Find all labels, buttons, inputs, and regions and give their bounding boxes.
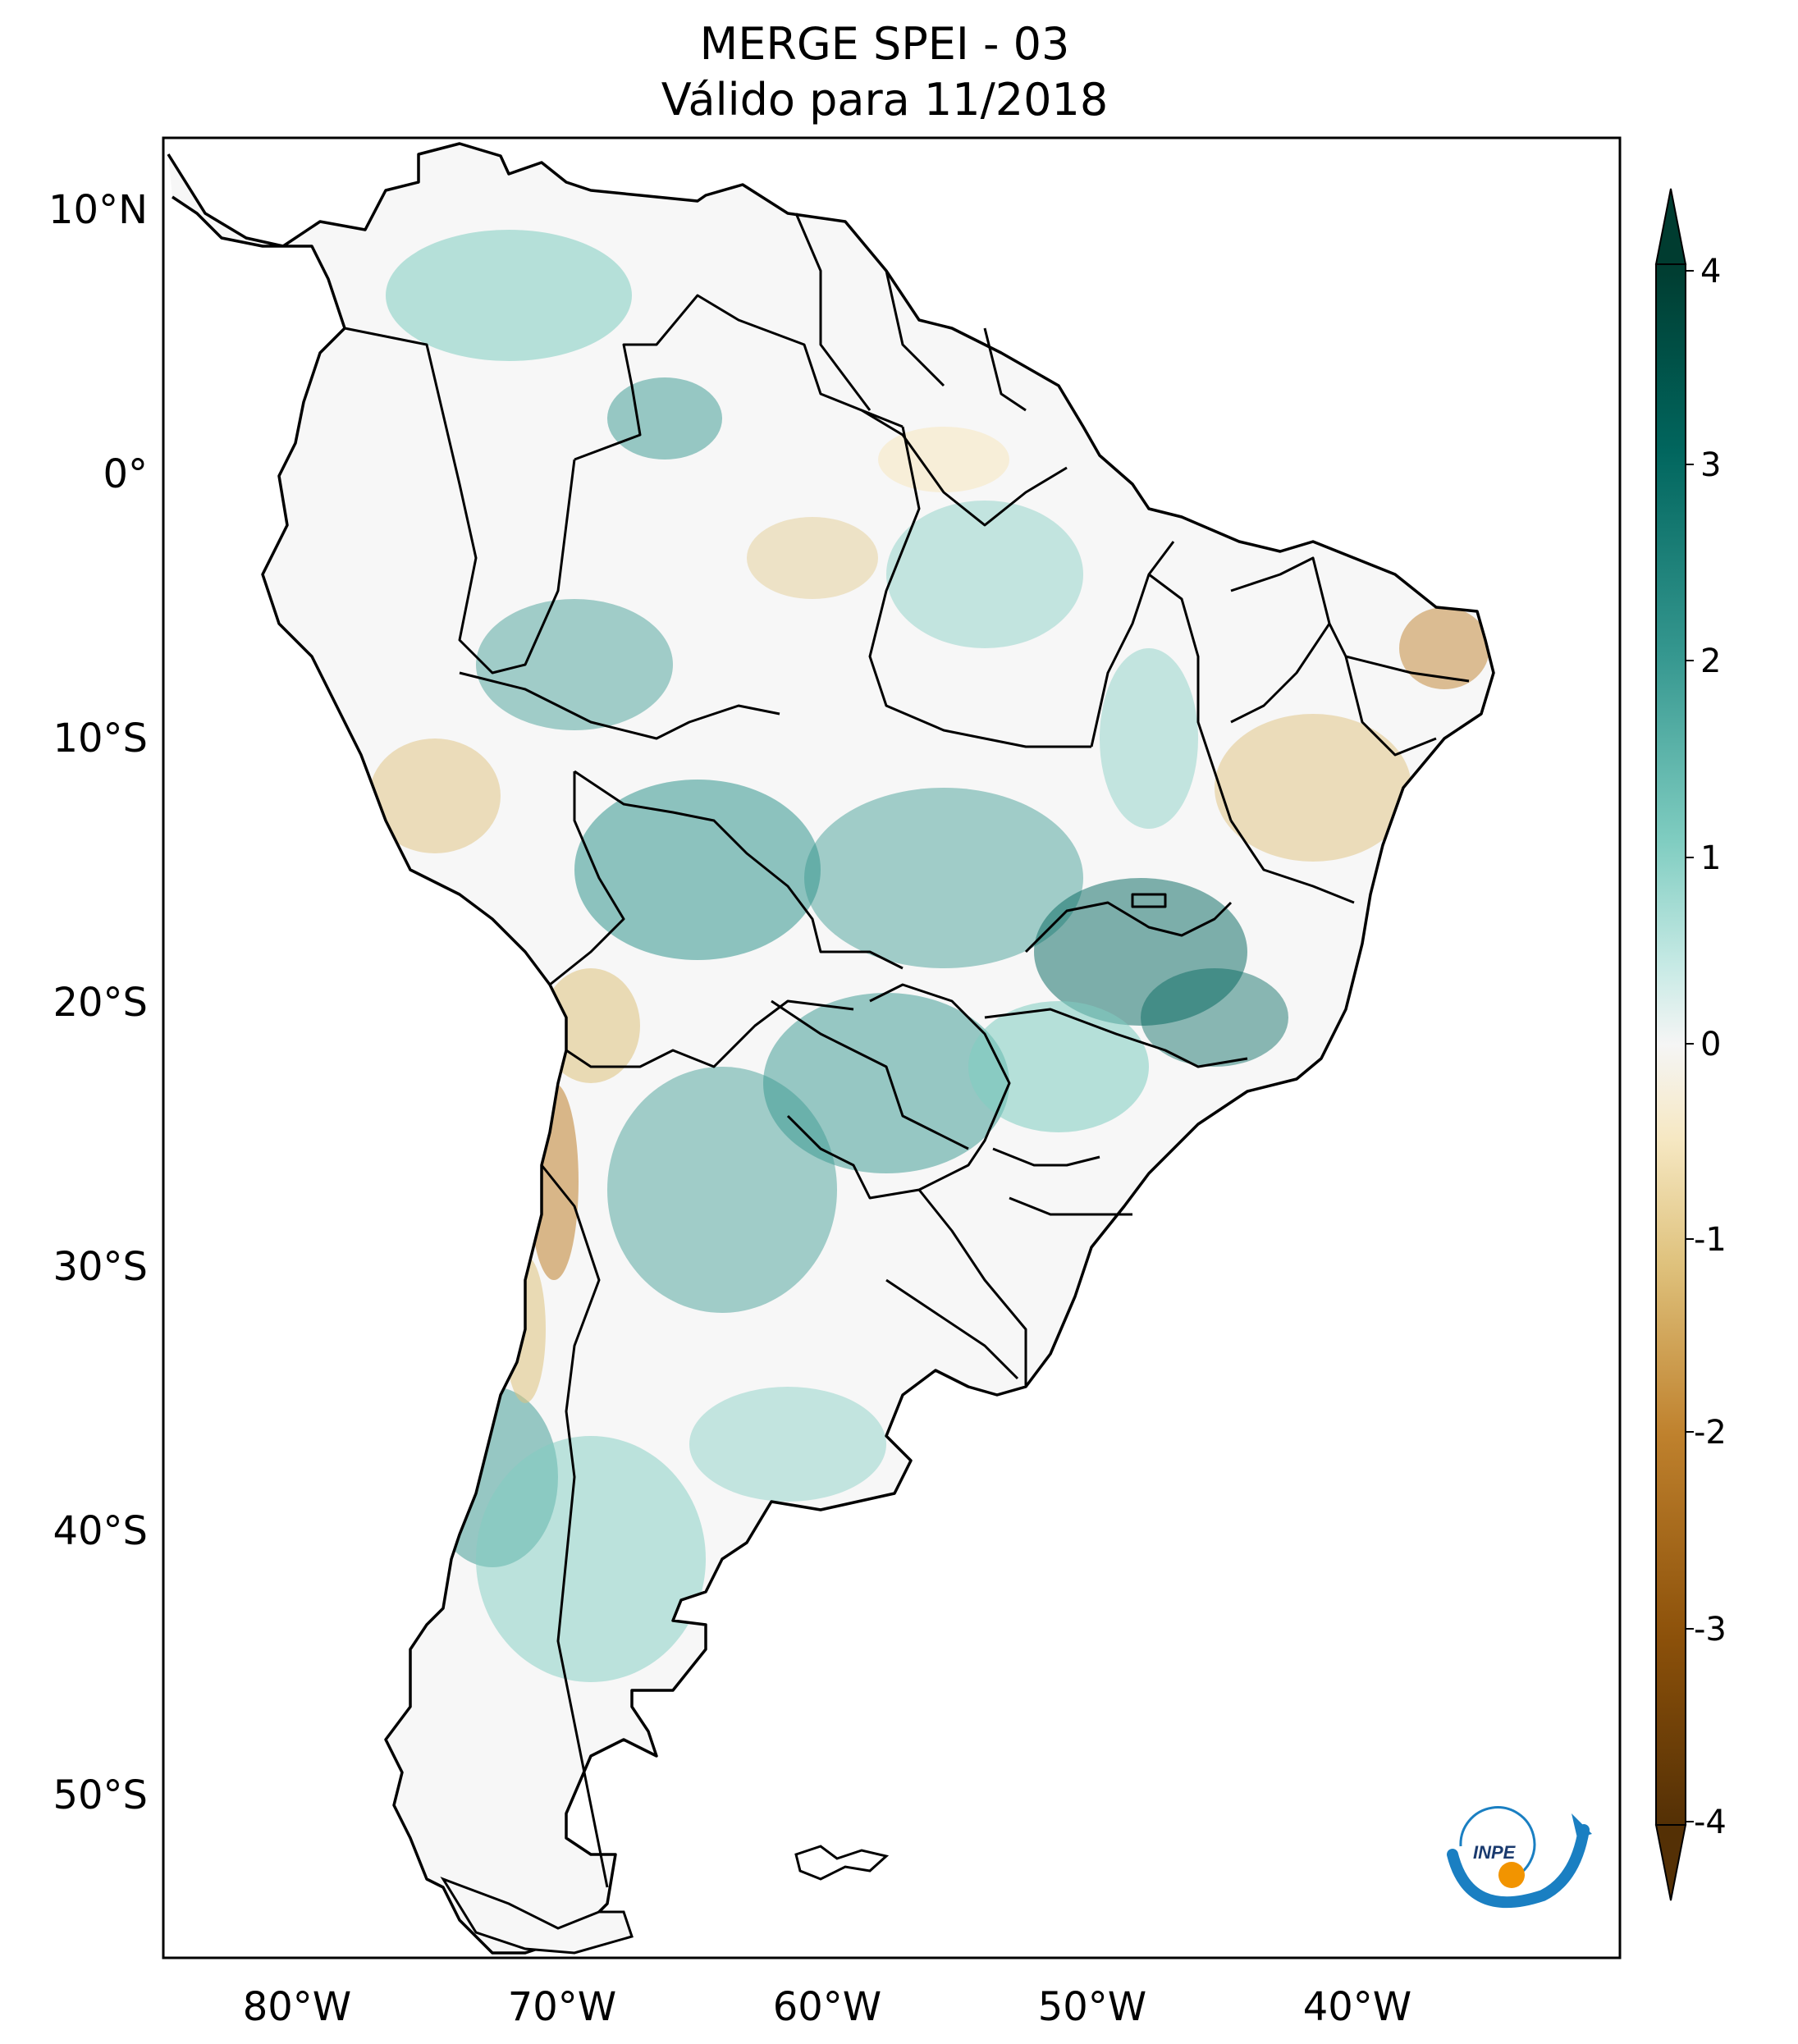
border-santa-catarina (1009, 1196, 1132, 1216)
border-bahia (1229, 820, 1355, 904)
wet-patch-goias (1034, 878, 1247, 1026)
cb-label-1: 1 (1700, 839, 1721, 877)
cb-label-2: 2 (1700, 642, 1721, 680)
cb-label-3: 3 (1700, 446, 1721, 484)
wet-patch-minas (1141, 968, 1288, 1067)
wet-patch-buenosaires (689, 1387, 886, 1502)
border-uruguay (917, 1189, 1027, 1387)
dry-patch-bahia (1215, 714, 1411, 862)
logo-arrow (1572, 1813, 1592, 1838)
border-uruguay-brazil (885, 1278, 1019, 1380)
lon-axis: 80°W 70°W 60°W 50°W 40°W (243, 1984, 1412, 2030)
dry-patch-roraima (878, 427, 1009, 492)
chart-title-line2: Válido para 11/2018 (661, 74, 1108, 126)
border-piaui-bahia (1230, 623, 1331, 724)
cb-label-m1: -1 (1694, 1221, 1727, 1259)
lat-label-20s: 20°S (53, 980, 148, 1026)
border-colombia-ecuador (344, 327, 576, 674)
wet-patch-venezuela (607, 377, 722, 460)
logo-text: INPE (1473, 1842, 1517, 1863)
border-bolivia-brazil (574, 770, 904, 970)
continent-coastline (167, 142, 1495, 1955)
wet-patch-bolivia (574, 780, 821, 960)
lon-label-70w: 70°W (508, 1984, 617, 2030)
colorbar-bottom-extend (1654, 1824, 1687, 1901)
inpe-logo: INPE (1447, 1806, 1592, 1909)
border-parana (992, 1147, 1100, 1167)
border-tocantins (1148, 573, 1233, 821)
lat-axis: 10°N 0° 10°S 20°S 30°S 40°S 50°S (48, 187, 148, 1818)
wet-patch-northargentina (607, 1067, 837, 1313)
cb-label-4: 4 (1700, 253, 1721, 290)
dry-patch-peru (369, 738, 501, 853)
distrito-federal (1131, 893, 1167, 908)
border-para-maranhao (1090, 541, 1175, 748)
wet-patch-westamazon (476, 599, 673, 730)
logo-swoosh (1447, 1824, 1590, 1909)
dry-patch-amazonas (747, 517, 878, 599)
border-paraguay (771, 999, 969, 1150)
lat-label-50s: 50°S (53, 1772, 148, 1818)
border-suriname-guiana (983, 327, 1027, 412)
border-sp-mg (984, 1008, 1248, 1068)
border-colombia-venezuela (574, 294, 904, 461)
lon-label-80w: 80°W (243, 1984, 352, 2030)
wet-patch-matogrosso (804, 788, 1083, 968)
falkland-islands (794, 1845, 890, 1881)
border-guyana-suriname (885, 270, 945, 387)
lat-label-30s: 30°S (53, 1244, 148, 1290)
colorbar-ramp (1655, 263, 1686, 1826)
lat-label-40s: 40°S (53, 1508, 148, 1554)
lat-label-10s: 10°S (53, 716, 148, 761)
cb-label-m2: -2 (1694, 1414, 1727, 1452)
cb-label-m4: -4 (1694, 1804, 1727, 1841)
border-peru-bolivia (549, 771, 625, 986)
wet-patch-colombia (386, 230, 632, 361)
logo-sun (1498, 1862, 1525, 1888)
cb-label-m3: -3 (1694, 1611, 1727, 1648)
lat-label-10n: 10°N (48, 187, 148, 233)
colorbar-top-extend (1654, 188, 1687, 265)
wet-patch-saopaulo (968, 1001, 1149, 1132)
border-goias-minas (1024, 901, 1233, 953)
colorbar: 4 3 2 1 0 -1 -2 -3 -4 (1654, 188, 1727, 1901)
colorbar-tick-marks (1686, 270, 1694, 1822)
border-chile-argentina (540, 1164, 609, 1888)
tierra-del-fuego (440, 1877, 634, 1955)
dry-patch-pernambuco (1399, 607, 1489, 689)
lon-label-40w: 40°W (1303, 1984, 1412, 2030)
wet-patch-patagonia (476, 1436, 706, 1682)
cb-label-0: 0 (1700, 1026, 1721, 1063)
logo-orbit (1459, 1806, 1536, 1881)
political-borders (344, 213, 1470, 1888)
lon-label-50w: 50°W (1038, 1984, 1147, 2030)
border-venezuela-guyana (794, 213, 872, 411)
wet-patch-tocantins (1100, 648, 1198, 829)
lat-label-0: 0° (103, 451, 148, 497)
border-pernambuco (1344, 656, 1437, 757)
border-paraguay-brazil (786, 983, 1011, 1200)
border-peru-brazil (459, 671, 780, 740)
border-brazil-north (868, 426, 1091, 748)
lon-label-60w: 60°W (773, 1984, 882, 2030)
wet-patch-paraguay (763, 993, 1009, 1173)
chart-title-line1: MERGE SPEI - 03 (700, 18, 1070, 70)
wet-patch-para (886, 501, 1083, 648)
border-bolivia-argentina (565, 999, 854, 1068)
border-venezuela-brazil (861, 409, 1068, 527)
